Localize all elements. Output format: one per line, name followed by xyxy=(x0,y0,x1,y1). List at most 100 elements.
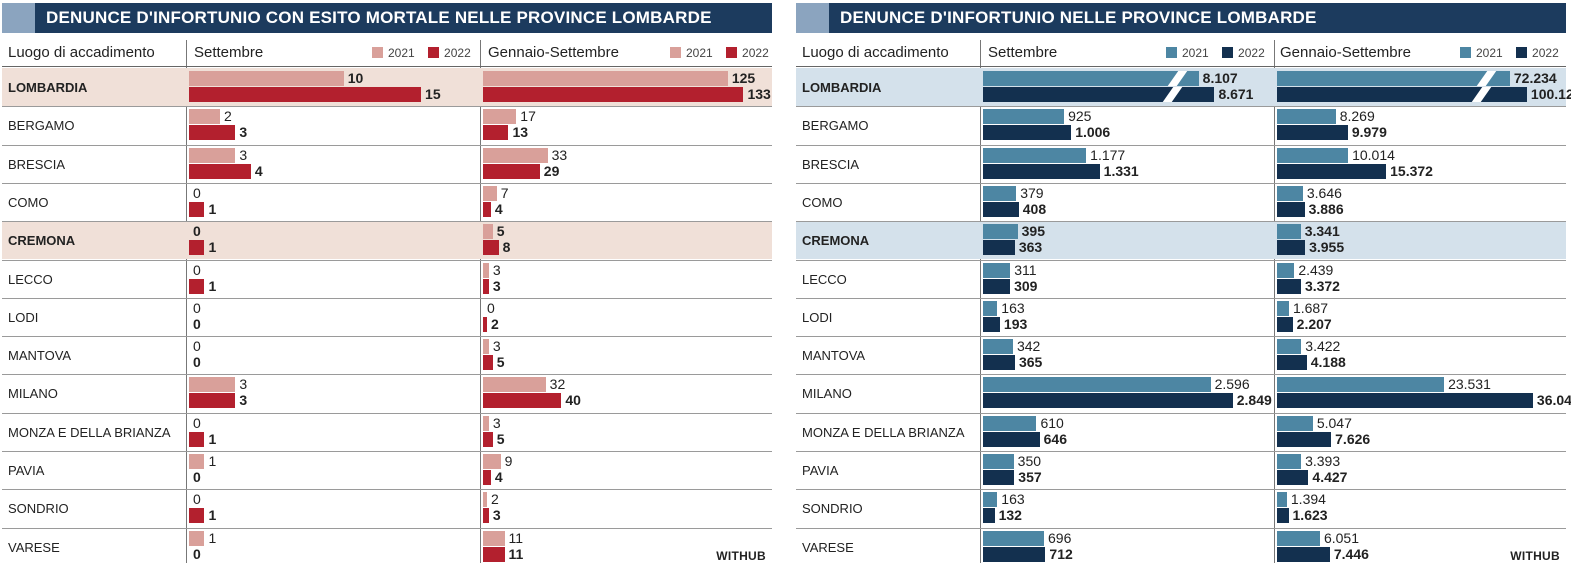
value-label: 3.886 xyxy=(1308,200,1344,217)
title-accent-square xyxy=(2,3,35,33)
value-label: 9.979 xyxy=(1351,124,1387,141)
bar-2021-gennaio-settembre xyxy=(483,415,489,431)
value-label: 3.372 xyxy=(1304,277,1340,294)
value-label: 1 xyxy=(208,453,217,469)
row-separator xyxy=(796,412,1566,414)
row-label: CREMONA xyxy=(8,233,76,249)
bar-2022-gennaio-settembre xyxy=(1277,546,1330,562)
value-label: 379 xyxy=(1020,184,1044,201)
row-label: COMO xyxy=(802,194,843,210)
bar-2022-settembre xyxy=(983,240,1015,256)
row-label: CREMONA xyxy=(802,233,870,249)
value-label: 10 xyxy=(347,70,364,86)
row-label: MONZA E DELLA BRIANZA xyxy=(802,424,965,440)
row-label: BRESCIA xyxy=(8,156,66,172)
row-separator xyxy=(2,374,772,376)
bar-2021-gennaio-settembre xyxy=(1277,109,1336,125)
legend-label-2022: 2022 xyxy=(444,46,471,60)
legend-label-2021: 2021 xyxy=(686,46,713,60)
value-label: 13 xyxy=(512,124,529,141)
bar-2021-settembre xyxy=(983,262,1011,278)
value-label: 1 xyxy=(208,277,217,294)
value-label: 0 xyxy=(193,338,201,355)
value-label: 72.234 xyxy=(1513,70,1557,86)
value-label: 125 xyxy=(731,70,756,86)
bar-2021-settembre xyxy=(983,147,1087,163)
column-divider xyxy=(480,40,481,563)
bar-2022-gennaio-settembre xyxy=(483,508,489,524)
bar-2022-settembre xyxy=(983,470,1015,485)
value-label: 357 xyxy=(1018,469,1042,485)
row-label: MONZA E DELLA BRIANZA xyxy=(8,424,171,440)
value-label: 342 xyxy=(1016,338,1041,355)
value-label: 5 xyxy=(496,354,505,371)
row-separator xyxy=(2,144,772,146)
legend-settembre: 2021 2022 xyxy=(1166,40,1265,66)
bar-2022-settembre xyxy=(983,125,1072,141)
value-label: 133 xyxy=(747,86,771,102)
row-separator xyxy=(796,221,1566,223)
row-label: LODI xyxy=(8,309,39,325)
bar-2021-settembre xyxy=(189,530,205,546)
row-label: LOMBARDIA xyxy=(8,80,88,95)
bar-2022-gennaio-settembre xyxy=(483,87,744,102)
value-label: 1.623 xyxy=(1292,507,1328,524)
value-label: 3 xyxy=(239,392,248,409)
bar-2021-settembre xyxy=(983,109,1065,125)
highlight-row-bg xyxy=(2,221,772,260)
bar-2022-gennaio-settembre xyxy=(1277,87,1527,102)
value-label: 3.341 xyxy=(1304,223,1340,240)
value-label: 4.188 xyxy=(1310,354,1346,371)
bar-2021-settembre xyxy=(983,377,1211,393)
legend-gennaio-settembre: 2021 2022 xyxy=(1460,40,1559,66)
value-label: 2.207 xyxy=(1296,315,1332,332)
value-label: 0 xyxy=(193,299,201,316)
bar-2021-gennaio-settembre xyxy=(1277,530,1320,546)
row-separator xyxy=(796,144,1566,146)
value-label: 712 xyxy=(1049,545,1073,562)
row-separator xyxy=(2,489,772,491)
chart-title-bar: DENUNCE D'INFORTUNIO NELLE PROVINCE LOMB… xyxy=(796,3,1566,33)
legend-swatch-2021 xyxy=(1460,47,1471,58)
row-label: LODI xyxy=(802,309,833,325)
row-separator xyxy=(2,106,772,108)
bar-2022-settembre xyxy=(983,163,1100,179)
legend-swatch-2021 xyxy=(372,47,383,58)
row-separator xyxy=(796,527,1566,529)
column-divider xyxy=(186,40,187,563)
bar-2021-settembre xyxy=(983,224,1018,240)
value-label: 8.107 xyxy=(1202,70,1238,86)
bar-2022-gennaio-settembre xyxy=(483,546,505,562)
value-label: 3.955 xyxy=(1309,239,1345,256)
value-label: 1 xyxy=(208,430,217,447)
value-label: 36.045 xyxy=(1536,392,1571,409)
value-label: 163 xyxy=(1001,299,1025,316)
row-label: MANTOVA xyxy=(802,348,866,364)
bar-2022-settembre xyxy=(983,431,1040,447)
value-label: 3 xyxy=(239,124,248,141)
bar-2022-settembre xyxy=(983,508,995,524)
value-label: 5 xyxy=(496,430,505,447)
bar-2021-gennaio-settembre xyxy=(1277,262,1295,278)
value-label: 132 xyxy=(998,507,1022,524)
bar-2021-gennaio-settembre xyxy=(1277,185,1303,201)
row-label: LECCO xyxy=(802,271,847,287)
bar-2022-settembre xyxy=(983,393,1233,409)
value-label: 9 xyxy=(504,453,513,469)
bar-2022-gennaio-settembre xyxy=(1277,163,1387,179)
value-label: 7 xyxy=(500,184,509,201)
value-label: 0 xyxy=(193,261,201,278)
value-label: 3 xyxy=(239,376,248,393)
bar-2021-gennaio-settembre xyxy=(483,530,505,546)
value-label: 363 xyxy=(1018,239,1043,256)
value-label: 15 xyxy=(425,86,441,102)
bar-chart-mortal: LOMBARDIA 10 15 125 133 BERGAMO 2 3 17 13 BRESCIA 3… xyxy=(2,0,772,569)
value-label: 408 xyxy=(1022,200,1047,217)
legend-label-2022: 2022 xyxy=(742,46,769,60)
row-separator xyxy=(796,374,1566,376)
value-label: 5 xyxy=(496,223,505,240)
bar-2022-gennaio-settembre xyxy=(1277,125,1348,141)
chart-title: DENUNCE D'INFORTUNIO CON ESITO MORTALE N… xyxy=(46,8,712,27)
legend-gennaio-settembre: 2021 2022 xyxy=(670,40,769,66)
value-label: 100.126 xyxy=(1530,86,1571,102)
